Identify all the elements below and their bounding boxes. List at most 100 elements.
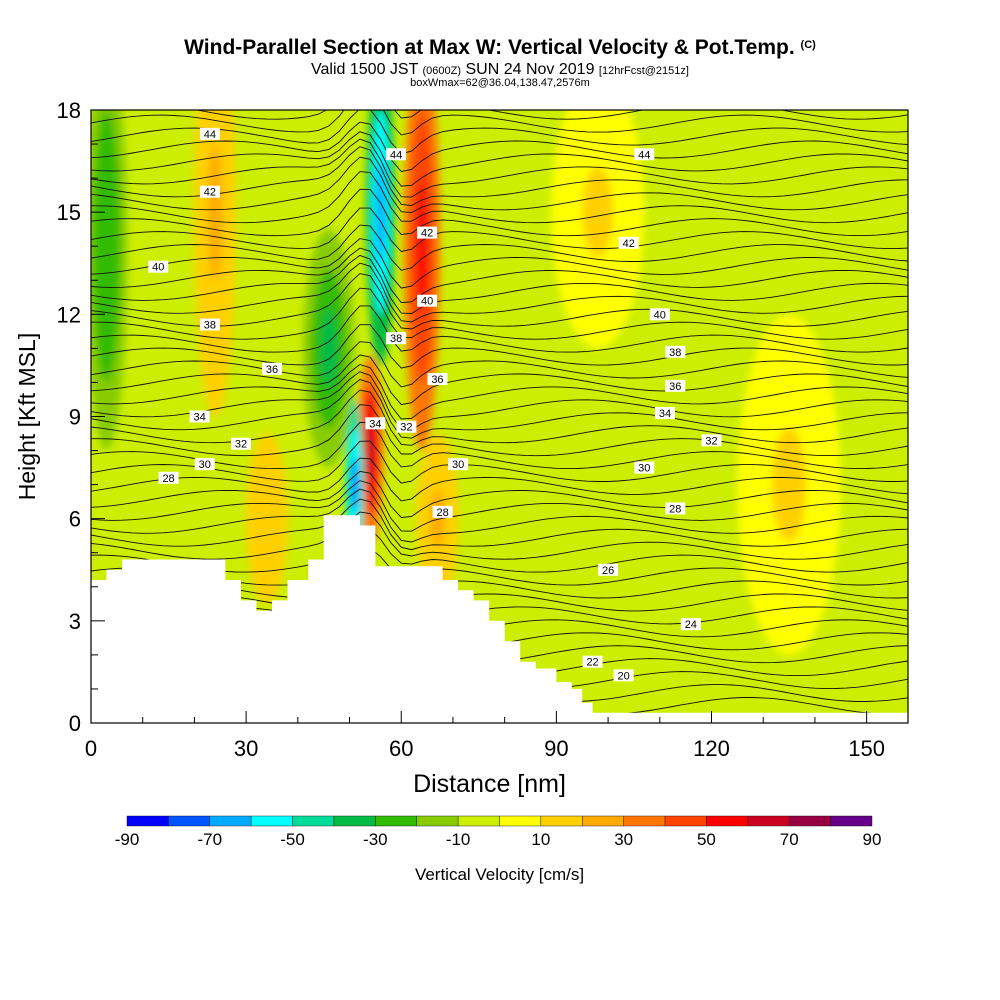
theta-contour-line: [91, 341, 908, 388]
theta-label-text: 22: [586, 657, 598, 669]
theta-label-text: 38: [204, 320, 216, 332]
theta-label-text: 36: [431, 374, 443, 386]
colorbar-tick-label: 10: [531, 830, 550, 849]
downdraft-cell: [320, 308, 338, 389]
theta-contour-line: [91, 378, 908, 439]
x-axis-label: Distance [nm]: [413, 770, 566, 798]
theta-contour-line: [91, 238, 908, 289]
theta-label-bg: [634, 148, 655, 161]
theta-contour-line: [91, 254, 908, 314]
downdraft-cell: [99, 178, 114, 315]
theta-label: 34: [189, 410, 210, 424]
theta-label-text: 34: [369, 418, 381, 430]
y-tick-label: 0: [69, 711, 81, 736]
chart-subtitle: Valid 1500 JST (0600Z) SUN 24 Nov 2019 […: [311, 61, 689, 78]
theta-label-text: 42: [204, 187, 216, 199]
x-tick-label: 0: [85, 736, 97, 761]
theta-contour-line: [91, 404, 908, 457]
theta-label-bg: [427, 373, 448, 386]
colorbar-swatch: [664, 815, 707, 827]
theta-label: 44: [634, 148, 655, 161]
y-tick-label: 3: [69, 609, 81, 634]
theta-label-text: 44: [390, 149, 402, 161]
theta-label-bg: [148, 260, 169, 273]
theta-label-bg: [158, 471, 179, 484]
colorbar-swatch: [499, 815, 542, 827]
theta-label-bg: [680, 618, 701, 631]
colorbar-swatch: [747, 815, 790, 827]
theta-label-bg: [386, 148, 407, 161]
terrain: [91, 515, 908, 723]
theta-contour-line: [91, 440, 908, 484]
theta-label-bg: [582, 655, 603, 668]
theta-label-bg: [365, 417, 386, 430]
colorbar-tick-label: -10: [446, 830, 471, 849]
theta-contour-line: [91, 131, 908, 187]
theta-label-text: 26: [602, 565, 614, 577]
theta-label-bg: [665, 345, 686, 358]
updraft-cell: [259, 490, 274, 548]
theta-label: 36: [665, 379, 686, 393]
theta-label: 40: [148, 260, 169, 274]
theta-contour-line: [91, 171, 908, 224]
theta-label-text: 36: [669, 381, 681, 393]
theta-label: 22: [582, 655, 603, 669]
updraft-cell: [430, 490, 445, 548]
theta-label-text: 32: [235, 439, 247, 451]
theta-label-text: 30: [452, 459, 464, 471]
y-tick-label: 12: [57, 302, 81, 327]
colorbar-swatch: [250, 815, 293, 827]
y-tick-label: 6: [69, 507, 81, 532]
colorbar-swatch: [209, 815, 252, 827]
theta-label-text: 34: [193, 412, 205, 424]
colorbar-label: Vertical Velocity [cm/s]: [415, 865, 584, 884]
theta-label: 32: [230, 437, 251, 451]
theta-label: 20: [613, 669, 634, 682]
theta-contour-line: [91, 528, 908, 573]
theta-label: 36: [427, 373, 448, 386]
colorbar-swatch: [582, 815, 624, 827]
theta-contour-line: [91, 188, 908, 237]
theta-contour-line: [91, 354, 908, 406]
theta-label: 28: [432, 505, 453, 519]
terrain-mask: [91, 515, 908, 723]
theta-label-bg: [199, 318, 220, 331]
y-tick-label: 18: [57, 98, 81, 123]
theta-contour-line: [194, 110, 908, 120]
x-tick-label: 150: [848, 736, 885, 761]
colorbar-swatch: [292, 815, 335, 827]
theta-label-text: 40: [152, 262, 164, 274]
colorbar-tick-label: -70: [197, 830, 222, 849]
theta-label-bg: [634, 461, 655, 474]
theta-label-bg: [261, 362, 282, 375]
theta-label-text: 42: [623, 238, 635, 250]
theta-label: 42: [417, 226, 438, 240]
theta-label: 42: [618, 236, 639, 250]
colorbar-swatch: [623, 815, 666, 827]
theta-label: 32: [701, 434, 722, 447]
theta-label: 34: [365, 417, 386, 430]
theta-label-bg: [199, 127, 220, 140]
theta-contour-line: [91, 247, 908, 304]
theta-contour-line: [91, 55, 908, 106]
theta-label: 40: [417, 294, 438, 308]
theta-contour-line: [91, 389, 908, 446]
theta-label-text: 36: [266, 364, 278, 376]
colorbar-tick-label: 30: [614, 830, 633, 849]
theta-contour-line: [91, 110, 908, 155]
colorbar-swatch: [333, 815, 376, 827]
theta-label-bg: [448, 458, 469, 471]
theta-contour-line: [91, 146, 908, 206]
theta-contour-line: [91, 273, 908, 330]
x-tick-label: 60: [389, 736, 413, 761]
theta-label: 30: [194, 458, 215, 471]
theta-label-bg: [598, 563, 619, 576]
theta-label: 30: [448, 458, 469, 471]
theta-label-bg: [649, 308, 670, 321]
theta-label-text: 44: [204, 129, 216, 141]
theta-label: 26: [598, 563, 619, 577]
x-tick-label: 30: [234, 736, 258, 761]
colorbar-swatch: [706, 815, 749, 827]
theta-label: 42: [199, 185, 220, 199]
